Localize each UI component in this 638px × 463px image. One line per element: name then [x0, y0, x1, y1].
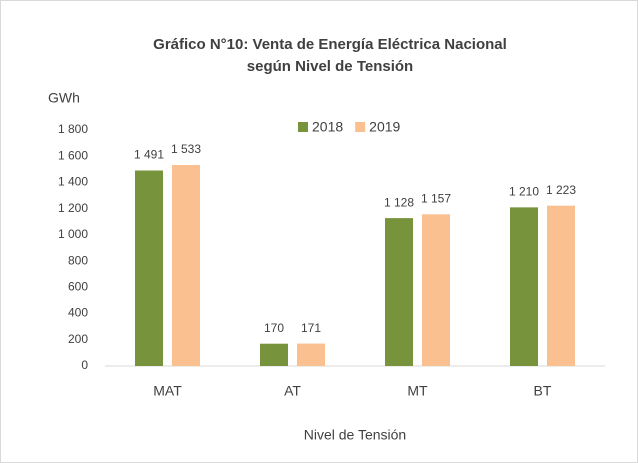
y-tick-label: 600 [68, 280, 88, 294]
x-tick-label: MAT [153, 383, 182, 399]
y-tick-label: 1 600 [58, 148, 88, 162]
bar [422, 214, 450, 366]
x-tick-label: AT [284, 383, 301, 399]
y-tick-label: 200 [68, 332, 88, 346]
bar [385, 218, 413, 366]
chart-title: según Nivel de Tensión [247, 58, 413, 75]
y-tick-label: 1 400 [58, 175, 88, 189]
y-tick-label: 400 [68, 306, 88, 320]
value-label: 1 223 [546, 183, 576, 197]
y-axis-label: GWh [48, 90, 80, 106]
legend-swatch [298, 122, 308, 132]
y-tick-label: 1 800 [58, 122, 88, 136]
bar [297, 343, 325, 366]
value-label: 171 [301, 321, 321, 335]
x-tick-label: MT [407, 383, 428, 399]
value-label: 170 [264, 321, 284, 335]
legend-label: 2019 [369, 119, 400, 135]
value-label: 1 210 [509, 185, 539, 199]
y-tick-label: 0 [81, 358, 88, 372]
y-tick-label: 800 [68, 253, 88, 267]
x-tick-label: BT [534, 383, 552, 399]
y-tick-label: 1 000 [58, 227, 88, 241]
x-axis-label: Nivel de Tensión [304, 427, 406, 443]
legend-swatch [355, 122, 366, 132]
bar [172, 165, 200, 366]
bar [260, 343, 288, 366]
bar [510, 207, 538, 366]
chart-title: Gráfico N°10: Venta de Energía Eléctrica… [153, 36, 507, 53]
value-label: 1 491 [134, 148, 164, 162]
bar [135, 170, 163, 366]
legend-label: 2018 [312, 119, 343, 135]
value-label: 1 128 [384, 195, 414, 209]
bar [547, 205, 575, 366]
value-label: 1 157 [421, 191, 451, 205]
value-label: 1 533 [171, 142, 201, 156]
y-tick-label: 1 200 [58, 201, 88, 215]
